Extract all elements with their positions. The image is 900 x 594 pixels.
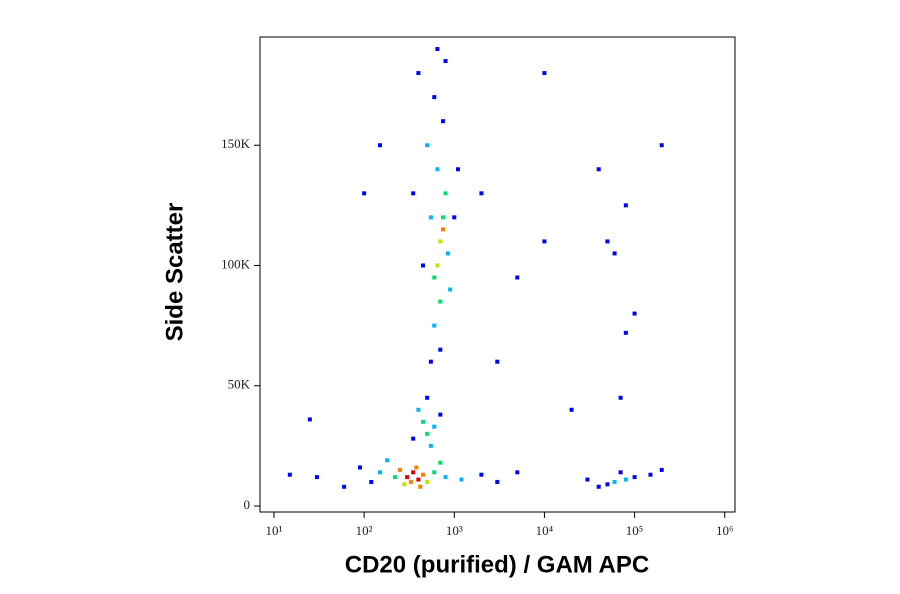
event-dot xyxy=(605,239,610,244)
event-dot xyxy=(612,479,617,484)
y-tick-label: 50K xyxy=(228,377,251,392)
event-dot xyxy=(425,431,430,436)
event-dot xyxy=(418,484,423,489)
event-dot xyxy=(542,239,547,244)
x-tick-label: 10⁶ xyxy=(716,523,734,538)
event-dot xyxy=(623,330,628,335)
event-dot xyxy=(515,470,520,475)
y-tick-label: 150K xyxy=(221,136,251,151)
event-dot xyxy=(443,191,448,196)
event-dot xyxy=(428,215,433,220)
x-tick-label: 10⁵ xyxy=(626,523,644,538)
event-dot xyxy=(623,203,628,208)
event-dot xyxy=(443,475,448,480)
event-dot xyxy=(479,191,484,196)
event-dot xyxy=(287,472,292,477)
event-dot xyxy=(435,263,440,268)
event-dot xyxy=(452,215,457,220)
event-dot xyxy=(397,467,402,472)
event-dot xyxy=(428,359,433,364)
event-dot xyxy=(414,465,419,470)
event-dot xyxy=(428,443,433,448)
event-dot xyxy=(369,479,374,484)
event-dot xyxy=(385,458,390,463)
event-dot xyxy=(648,472,653,477)
event-dot xyxy=(441,119,446,124)
event-dot xyxy=(435,47,440,52)
x-tick-label: 10⁴ xyxy=(536,523,554,538)
event-dot xyxy=(632,311,637,316)
event-dot xyxy=(425,143,430,148)
x-tick-label: 10¹ xyxy=(266,523,283,538)
event-dot xyxy=(605,482,610,487)
event-dot xyxy=(438,460,443,465)
event-dot xyxy=(435,167,440,172)
event-dot xyxy=(448,287,453,292)
x-axis-title: CD20 (purified) / GAM APC xyxy=(345,551,649,578)
event-dot xyxy=(421,419,426,424)
event-dot xyxy=(515,275,520,280)
event-dot xyxy=(432,95,437,100)
event-dot xyxy=(432,470,437,475)
event-dot xyxy=(569,407,574,412)
event-dot xyxy=(425,479,430,484)
event-dot xyxy=(432,323,437,328)
event-dot xyxy=(411,470,416,475)
event-dot xyxy=(408,479,413,484)
event-dot xyxy=(416,407,421,412)
event-dot xyxy=(596,484,601,489)
event-dot xyxy=(438,239,443,244)
event-dot xyxy=(596,167,601,172)
event-dot xyxy=(443,59,448,64)
event-dot xyxy=(618,470,623,475)
event-dot xyxy=(438,412,443,417)
event-dot xyxy=(632,475,637,480)
event-dot xyxy=(377,470,382,475)
event-dot xyxy=(307,417,312,422)
y-axis-title: Side Scatter xyxy=(161,203,188,342)
event-dot xyxy=(456,167,461,172)
event-dot xyxy=(425,395,430,400)
event-dot xyxy=(405,475,410,480)
event-dot xyxy=(342,484,347,489)
event-dot xyxy=(416,477,421,482)
event-dot xyxy=(585,477,590,482)
x-tick-label: 10³ xyxy=(446,523,463,538)
event-dot xyxy=(402,482,407,487)
y-tick-label: 0 xyxy=(244,497,251,512)
event-dot xyxy=(542,71,547,76)
x-tick-label: 10² xyxy=(356,523,373,538)
event-dot xyxy=(612,251,617,256)
event-dot xyxy=(432,275,437,280)
event-dot xyxy=(362,191,367,196)
event-dot xyxy=(411,436,416,441)
event-dot xyxy=(432,424,437,429)
event-dot xyxy=(421,472,426,477)
event-dot xyxy=(618,395,623,400)
event-dot xyxy=(495,479,500,484)
event-dot xyxy=(357,465,362,470)
event-dot xyxy=(438,299,443,304)
event-dot xyxy=(438,347,443,352)
event-dot xyxy=(377,143,382,148)
event-dot xyxy=(314,475,319,480)
event-dot xyxy=(479,472,484,477)
event-dot xyxy=(392,475,397,480)
event-dot xyxy=(459,477,464,482)
y-tick-label: 100K xyxy=(221,256,251,271)
event-dot xyxy=(416,71,421,76)
event-dot xyxy=(623,477,628,482)
event-dot xyxy=(659,467,664,472)
event-dot xyxy=(441,215,446,220)
event-dot xyxy=(659,143,664,148)
event-dot xyxy=(495,359,500,364)
plot-frame xyxy=(259,36,736,513)
event-dot xyxy=(441,227,446,232)
event-dot xyxy=(445,251,450,256)
event-dot xyxy=(411,191,416,196)
event-dot xyxy=(421,263,426,268)
